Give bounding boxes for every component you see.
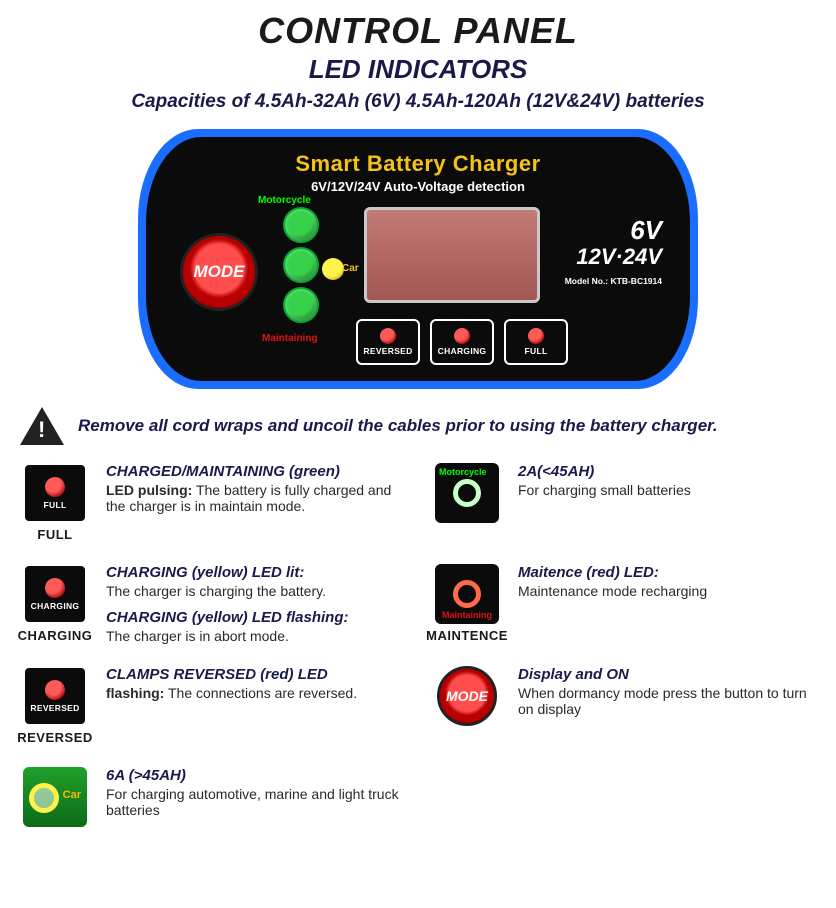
page-title: CONTROL PANEL xyxy=(20,10,816,52)
mode-button-label: MODE xyxy=(194,262,245,282)
charging-led-label: CHARGING xyxy=(438,346,487,356)
item-full: FULL FULL CHARGED/MAINTAINING (green) LE… xyxy=(20,463,404,542)
center-led-icon xyxy=(283,247,319,283)
maintence-heading: Maitence (red) LED: xyxy=(518,564,707,581)
panel-title: Smart Battery Charger xyxy=(146,151,690,177)
indicator-grid: FULL FULL CHARGED/MAINTAINING (green) LE… xyxy=(20,463,816,827)
full-led-label: FULL xyxy=(525,346,548,356)
charging-body-2: The charger is in abort mode. xyxy=(106,628,349,644)
full-lead: LED pulsing: xyxy=(106,482,192,498)
charging-thumb-icon: CHARGING xyxy=(23,564,87,624)
maintence-thumb-label: MAINTENCE xyxy=(426,628,508,643)
maintence-thumb-icon: Maintaining xyxy=(435,564,499,624)
motorcycle-led-icon xyxy=(283,207,319,243)
led-strip: REVERSED CHARGING FULL xyxy=(356,319,568,365)
item-motorcycle: Motorcycle 2A(<45AH) For charging small … xyxy=(432,463,816,542)
mode-body: When dormancy mode press the button to t… xyxy=(518,685,816,717)
warning-row: Remove all cord wraps and uncoil the cab… xyxy=(20,407,816,445)
capacities-line: Capacities of 4.5Ah-32Ah (6V) 4.5Ah-120A… xyxy=(20,91,816,113)
full-thumb-icon: FULL xyxy=(23,463,87,523)
full-led-dot-icon xyxy=(528,328,544,344)
item-reversed: REVERSED REVERSED CLAMPS REVERSED (red) … xyxy=(20,666,404,745)
mode-heading: Display and ON xyxy=(518,666,816,683)
panel-subtitle: 6V/12V/24V Auto-Voltage detection xyxy=(146,179,690,194)
full-heading: CHARGED/MAINTAINING (green) xyxy=(106,463,404,480)
reversed-thumb-mini-label: REVERSED xyxy=(30,703,79,713)
reversed-thumb-icon: REVERSED xyxy=(23,666,87,726)
motorcycle-label: Motorcycle xyxy=(258,195,311,206)
reversed-body: The connections are reversed. xyxy=(164,685,357,701)
item-charging: CHARGING CHARGING CHARGING (yellow) LED … xyxy=(20,564,404,644)
car-mini-label: Car xyxy=(63,789,81,801)
car-thumb-icon: Car xyxy=(23,767,87,827)
mode-thumb-label: MODE xyxy=(446,688,488,704)
charging-thumb-mini-label: CHARGING xyxy=(31,601,80,611)
voltage-6v: 6V xyxy=(565,215,662,246)
maintaining-led-icon xyxy=(283,287,319,323)
model-number: Model No.: KTB-BC1914 xyxy=(565,276,662,286)
car-led-icon xyxy=(322,258,344,280)
warning-triangle-icon xyxy=(20,407,64,445)
car-label: Car xyxy=(342,263,359,274)
maintence-body: Maintenance mode recharging xyxy=(518,583,707,599)
item-maintence: Maintaining MAINTENCE Maitence (red) LED… xyxy=(432,564,816,644)
reversed-led-dot-icon xyxy=(380,328,396,344)
warning-text: Remove all cord wraps and uncoil the cab… xyxy=(78,416,718,436)
item-car: Car 6A (>45AH) For charging automotive, … xyxy=(20,767,404,827)
full-thumb-mini-label: FULL xyxy=(44,500,67,510)
device-panel: Smart Battery Charger 6V/12V/24V Auto-Vo… xyxy=(20,129,816,389)
reversed-thumb-label: REVERSED xyxy=(17,730,93,745)
motorcycle-thumb-icon: Motorcycle xyxy=(435,463,499,523)
charging-led-dot-icon xyxy=(454,328,470,344)
charging-thumb-label: CHARGING xyxy=(18,628,93,643)
charging-led-box: CHARGING xyxy=(430,319,494,365)
charging-heading: CHARGING (yellow) LED lit: xyxy=(106,564,349,581)
car-heading: 6A (>45AH) xyxy=(106,767,404,784)
mode-thumb-icon[interactable]: MODE xyxy=(437,666,497,726)
reversed-led-box: REVERSED xyxy=(356,319,420,365)
car-body: For charging automotive, marine and ligh… xyxy=(106,786,404,818)
lcd-display xyxy=(364,207,540,303)
charging-body: The charger is charging the battery. xyxy=(106,583,349,599)
motorcycle-body: For charging small batteries xyxy=(518,482,691,498)
motorcycle-heading: 2A(<45AH) xyxy=(518,463,691,480)
full-led-box: FULL xyxy=(504,319,568,365)
maintaining-label: Maintaining xyxy=(262,333,318,344)
voltage-labels: 6V 12V·24V Model No.: KTB-BC1914 xyxy=(565,215,662,286)
voltage-12v24v: 12V·24V xyxy=(565,244,662,270)
reversed-led-label: REVERSED xyxy=(363,346,412,356)
reversed-lead: flashing: xyxy=(106,685,164,701)
item-mode: MODE Display and ON When dormancy mode p… xyxy=(432,666,816,745)
reversed-heading: CLAMPS REVERSED (red) LED xyxy=(106,666,357,683)
charging-heading-2: CHARGING (yellow) LED flashing: xyxy=(106,609,349,626)
motorcycle-mini-label: Motorcycle xyxy=(439,467,487,477)
full-thumb-label: FULL xyxy=(37,527,72,542)
page-subtitle: LED INDICATORS xyxy=(20,54,816,85)
mode-button[interactable]: MODE xyxy=(180,233,258,311)
maintence-mini-label: Maintaining xyxy=(442,610,492,620)
